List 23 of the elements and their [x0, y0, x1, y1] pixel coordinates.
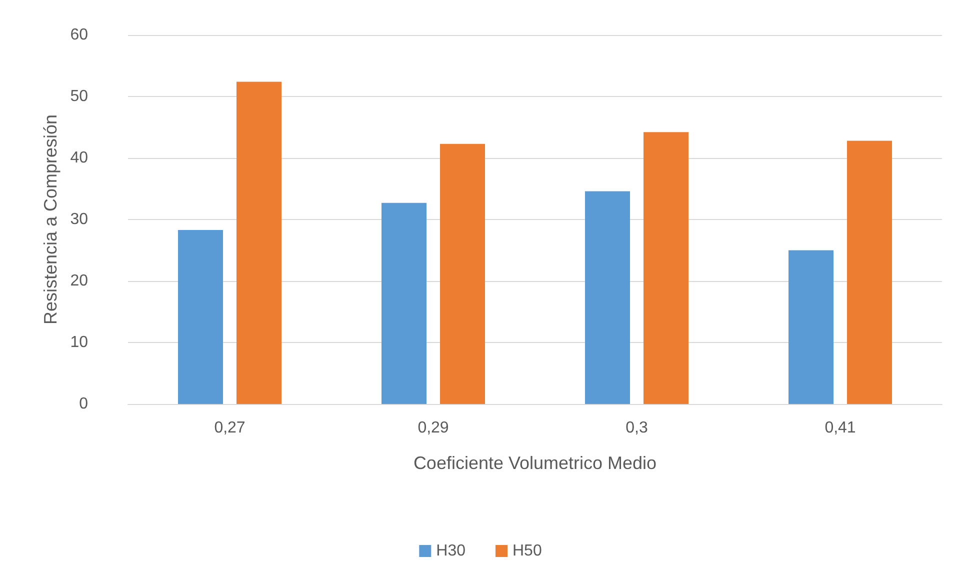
- y-tick-label: 60: [70, 26, 88, 44]
- bar: [585, 191, 630, 404]
- bar: [788, 250, 834, 404]
- x-tick-label: 0,27: [214, 420, 246, 436]
- bar: [847, 140, 892, 404]
- x-tick-label: 0,3: [626, 420, 648, 436]
- legend-label: H30: [436, 542, 466, 560]
- bar: [644, 132, 688, 404]
- y-tick-label: 50: [70, 88, 88, 105]
- x-tick-label: 0,41: [824, 420, 856, 436]
- bar: [178, 230, 223, 404]
- y-tick-label: 10: [70, 334, 88, 351]
- y-tick-label: 30: [70, 211, 88, 228]
- x-axis-title: Coeficiente Volumetrico Medio: [413, 453, 657, 473]
- bar: [382, 202, 426, 404]
- x-tick-label: 0,29: [418, 420, 449, 436]
- y-tick-label: 40: [70, 150, 88, 166]
- y-tick-label: 20: [70, 272, 88, 290]
- y-axis-title: Resistencia a Compresión: [40, 114, 60, 325]
- bar: [440, 144, 485, 404]
- legend-label: H50: [512, 542, 542, 560]
- bar: [236, 82, 282, 404]
- y-tick-label: 0: [79, 396, 88, 412]
